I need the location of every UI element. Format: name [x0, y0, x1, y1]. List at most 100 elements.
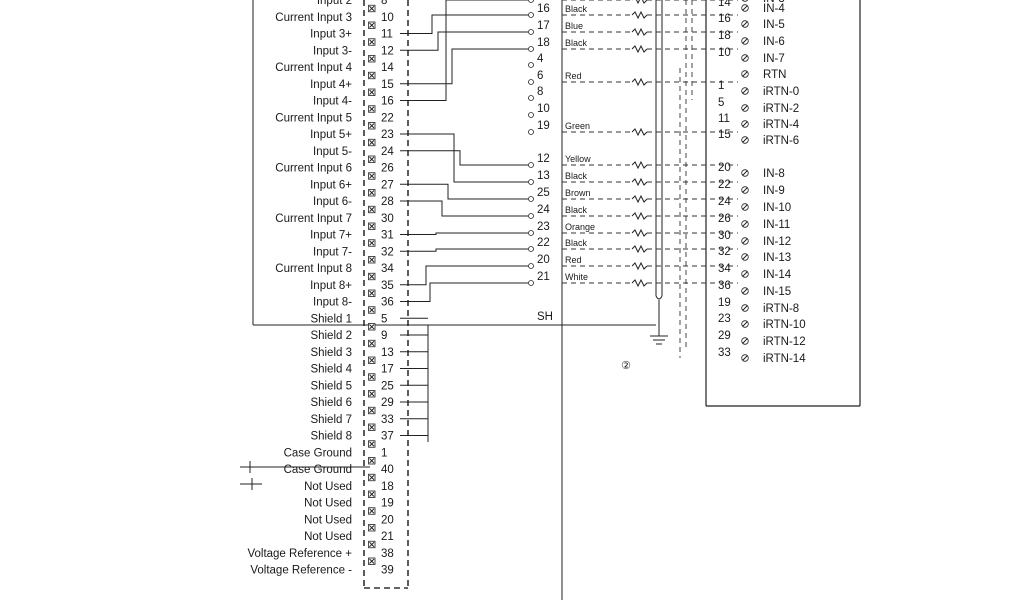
- resistor-icon: [631, 10, 648, 20]
- terminal-screw-icon: [368, 490, 376, 498]
- terminal-label: Input 3+: [310, 29, 352, 41]
- terminal-screw-icon: [368, 440, 376, 448]
- terminal-label: Voltage Reference +: [247, 548, 352, 560]
- terminal-screw-icon: [368, 557, 376, 565]
- device-pin: 18: [718, 30, 731, 42]
- device-pin: 19: [718, 297, 731, 309]
- cable-terminal-icon: [528, 62, 534, 68]
- terminal-screw-icon: [368, 71, 376, 80]
- cable-terminal-icon: [528, 280, 534, 286]
- terminal-pin: 15: [381, 79, 394, 91]
- terminal-pin: 34: [381, 263, 394, 275]
- signal-name: IN-10: [763, 202, 791, 214]
- terminal-pin: 25: [381, 380, 394, 392]
- screw-terminal-icon: [741, 4, 749, 12]
- cable-pin: 12: [537, 153, 550, 165]
- device-pin: 1: [718, 80, 724, 92]
- terminal-screw-icon: [368, 155, 376, 163]
- terminal-pin: 11: [381, 29, 393, 41]
- signal-name: IN-3: [763, 0, 785, 5]
- device-pin: 11: [718, 113, 730, 125]
- terminal-screw-icon: [368, 272, 376, 281]
- terminal-label: Input 8-: [313, 297, 352, 309]
- terminal-screw-icon: [368, 339, 376, 348]
- terminal-pin: 32: [381, 246, 394, 258]
- terminal-label: Shield 7: [310, 414, 352, 426]
- terminal-pin: 33: [381, 414, 394, 426]
- wire-color-label: Orange: [565, 222, 595, 232]
- screw-terminal-icon: [741, 203, 749, 211]
- wire-color-label: Red: [565, 71, 582, 81]
- cable-terminal-icon: [528, 79, 534, 85]
- cable-terminal-icon: [528, 179, 534, 185]
- terminal-label: Input 2: [317, 0, 352, 7]
- cable-terminal-icon: [528, 95, 534, 101]
- screw-terminal-icon: [741, 120, 749, 128]
- terminal-pin: 31: [381, 230, 394, 242]
- signal-wire: [400, 48, 528, 85]
- cable-terminal-icon: [528, 12, 534, 18]
- screw-terminal-icon: [741, 354, 749, 362]
- signal-name: iRTN-10: [763, 319, 806, 331]
- cable-terminal-icon: [528, 46, 534, 52]
- terminal-screw-icon: [368, 105, 376, 113]
- terminal-screw-icon: [368, 88, 376, 96]
- signal-name: IN-5: [763, 19, 785, 31]
- terminal-screw-icon: [368, 406, 376, 415]
- wire-color-label: Black: [565, 38, 588, 48]
- terminal-screw-icon: [368, 306, 376, 314]
- wire-color-label: Blue: [565, 21, 583, 31]
- cable-pin: 10: [537, 103, 550, 115]
- cable-pin: 23: [537, 221, 550, 233]
- terminal-label: Not Used: [304, 481, 352, 493]
- screw-terminal-icon: [741, 136, 749, 144]
- signal-name: IN-7: [763, 53, 785, 65]
- terminal-label: Input 5-: [313, 146, 352, 158]
- terminal-screw-icon: [368, 256, 376, 264]
- screw-terminal-icon: [741, 186, 749, 194]
- terminal-pin: 20: [381, 514, 394, 526]
- signal-wires: [400, 0, 528, 436]
- screw-terminal-icon: [741, 337, 749, 345]
- wire-color-label: Green: [565, 121, 590, 131]
- terminal-pin: 14: [381, 62, 394, 74]
- terminal-screw-icon: [368, 356, 376, 364]
- cable-pin: 4: [537, 53, 544, 65]
- resistor-icon: [631, 278, 648, 288]
- cable-pin: 25: [537, 187, 550, 199]
- note-marker: ②: [621, 360, 631, 372]
- terminal-screw-icon: [368, 289, 376, 297]
- signal-wire: [400, 133, 528, 183]
- terminal-pin: 26: [381, 163, 394, 175]
- screw-terminal-icon: [741, 104, 749, 112]
- signal-wire: [400, 14, 528, 34]
- screw-terminal-icon: [741, 253, 749, 261]
- screw-terminal-icon: [741, 54, 749, 62]
- cable-pin: 8: [537, 86, 543, 98]
- terminal-label: Not Used: [304, 531, 352, 543]
- cable-terminal-icon: [528, 162, 534, 168]
- signal-name: iRTN-6: [763, 135, 799, 147]
- terminal-pin: 37: [381, 431, 394, 443]
- device-pin: 24: [718, 196, 731, 208]
- resistor-icon: [631, 44, 648, 54]
- terminal-screw-icon: [368, 373, 376, 381]
- terminal-pin: 9: [381, 330, 387, 342]
- wire-color-label: Black: [565, 4, 588, 14]
- terminal-screw-icon: [368, 457, 376, 465]
- terminal-label: Shield 3: [310, 347, 352, 359]
- cable-pin: 13: [537, 170, 550, 182]
- terminal-label: Input 4+: [310, 79, 352, 91]
- terminal-pin: 13: [381, 347, 394, 359]
- screw-terminal-icon: [741, 320, 749, 328]
- terminal-label: Input 5+: [310, 129, 352, 141]
- device-pin: 20: [718, 162, 731, 174]
- device-pin: 10: [718, 47, 731, 59]
- terminal-screw-icon: [368, 323, 376, 331]
- device-pin: 23: [718, 313, 731, 325]
- terminal-label: Not Used: [304, 514, 352, 526]
- terminal-label: Shield 5: [310, 380, 352, 392]
- signal-wire: [400, 31, 528, 51]
- wire-color-label: Black: [565, 205, 588, 215]
- diagram-frame: [240, 0, 861, 600]
